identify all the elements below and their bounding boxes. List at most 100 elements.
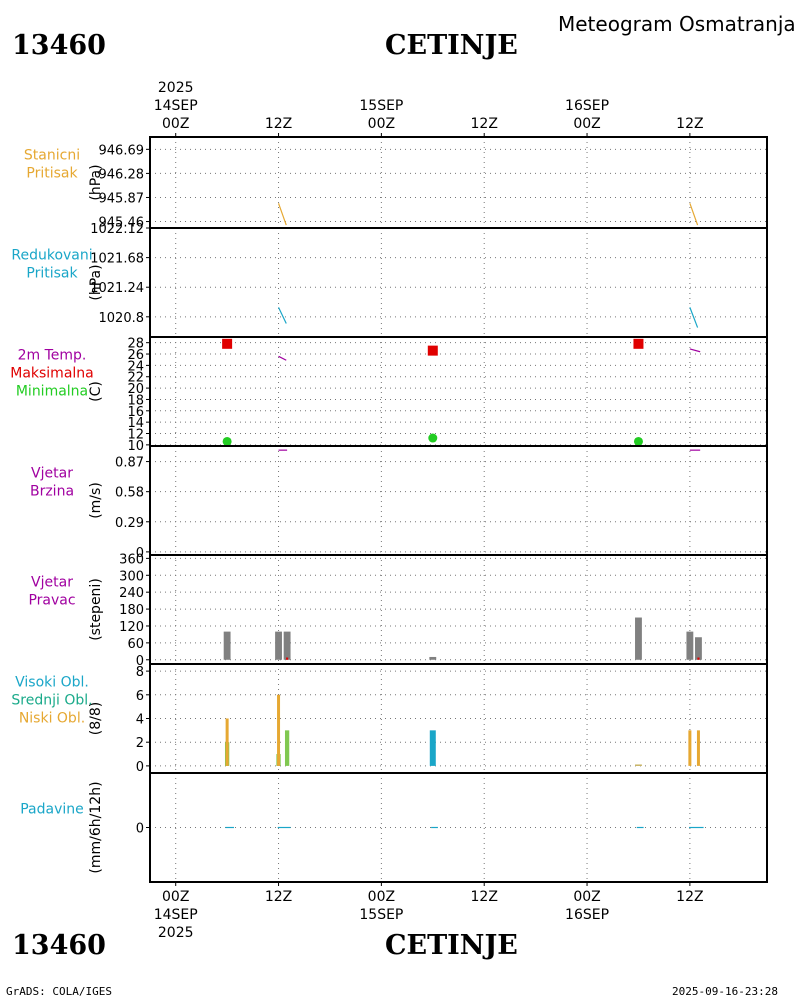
data-bar — [635, 617, 642, 660]
data-segment — [278, 355, 287, 361]
data-bar — [686, 631, 694, 660]
data-bar — [283, 631, 291, 660]
panel-label: Niski Obl. — [19, 711, 85, 727]
panel-label: Padavine — [20, 802, 84, 818]
x-hour-label-bottom: 00Z — [162, 889, 189, 905]
data-bar — [635, 764, 642, 766]
chart-title: Meteogram Osmatranja — [558, 12, 796, 36]
y-tick-label: 0 — [136, 546, 144, 561]
panel-label: Minimalna — [16, 384, 88, 400]
unit-label: (hPa) — [88, 264, 104, 300]
y-tick-label: 12 — [127, 428, 144, 443]
data-bar — [696, 730, 700, 766]
panel-oblaci — [146, 663, 768, 774]
data-bar — [286, 657, 289, 660]
panel-frame — [149, 772, 768, 883]
y-tick-label: 360 — [119, 552, 144, 567]
panel-label: 2m Temp. — [18, 348, 87, 364]
x-date-label-bottom: 14SEP — [154, 907, 198, 923]
data-segment — [689, 348, 701, 353]
data-bar — [277, 694, 281, 766]
x-hour-label-bottom: 12Z — [676, 889, 703, 905]
footer-credit: GrADS: COLA/IGES — [6, 985, 112, 998]
x-hour-label-bottom: 00Z — [573, 889, 600, 905]
y-tick-label: 20 — [127, 382, 144, 397]
panel-frame — [149, 663, 768, 774]
y-tick-label: 0.87 — [115, 456, 144, 471]
panel-padavine — [146, 772, 768, 883]
x-hour-label-bottom: 12Z — [471, 889, 498, 905]
x-hour-label-bottom: 12Z — [265, 889, 292, 905]
y-tick-label: 4 — [136, 713, 144, 728]
x-year-label-top: 2025 — [158, 80, 194, 96]
y-tick-label: 2 — [136, 736, 144, 751]
panel-label: Srednji Obl. — [11, 693, 92, 709]
unit-label: (m/s) — [88, 482, 104, 519]
x-year-label-bottom: 2025 — [158, 925, 194, 941]
footer-timestamp: 2025-09-16-23:28 — [672, 985, 778, 998]
x-date-label-top: 16SEP — [565, 98, 609, 114]
x-date-label-bottom: 15SEP — [359, 907, 403, 923]
panel-brzina — [146, 445, 768, 556]
x-date-label-bottom: 16SEP — [565, 907, 609, 923]
panel-label: Visoki Obl. — [15, 675, 89, 691]
data-bar — [275, 631, 282, 660]
y-tick-label: 16 — [127, 405, 144, 420]
data-bar — [697, 657, 700, 660]
y-tick-label: 18 — [127, 393, 144, 408]
y-tick-label: 120 — [119, 620, 144, 635]
data-bar — [688, 730, 692, 766]
panel-temp — [146, 336, 768, 447]
y-tick-label: 180 — [119, 603, 144, 618]
y-tick-label: 14 — [127, 416, 144, 431]
unit-label: (C) — [88, 381, 104, 402]
data-bar — [284, 730, 290, 766]
footer-station-name: CETINJE — [385, 930, 518, 961]
panel-frame — [149, 336, 768, 447]
panel-frame — [149, 554, 768, 665]
y-tick-label: 1021.68 — [90, 252, 144, 267]
data-segment — [278, 307, 287, 324]
x-hour-label-top: 12Z — [265, 116, 292, 132]
y-tick-label: 8 — [136, 665, 144, 680]
panel-frame — [149, 136, 768, 229]
y-tick-label: 0 — [136, 822, 144, 837]
x-date-label-top: 15SEP — [359, 98, 403, 114]
y-tick-label: 0 — [136, 654, 144, 669]
unit-label: (8/8) — [88, 702, 104, 735]
y-tick-label: 1021.24 — [90, 281, 144, 296]
panel-label: Pravac — [28, 593, 75, 609]
tmin-marker — [633, 436, 643, 446]
y-tick-label: 28 — [127, 337, 144, 352]
panel-label: Pritisak — [26, 266, 78, 282]
y-tick-label: 946.69 — [99, 143, 145, 158]
panel-pravac — [146, 554, 768, 665]
y-tick-label: 0 — [136, 760, 144, 775]
footer-station-id: 13460 — [12, 930, 106, 961]
data-bar — [223, 631, 231, 660]
y-tick-label: 22 — [127, 371, 144, 386]
unit-label: (mm/6h/12h) — [88, 781, 104, 873]
y-tick-label: 6 — [136, 689, 144, 704]
x-date-label-top: 14SEP — [154, 98, 198, 114]
x-hour-label-bottom: 00Z — [368, 889, 395, 905]
panel-label: Brzina — [30, 484, 74, 500]
y-tick-label: 0.29 — [115, 516, 144, 531]
data-segment — [689, 203, 699, 226]
panel-label: Vjetar — [31, 466, 73, 482]
y-tick-label: 60 — [127, 637, 144, 652]
data-bar — [429, 730, 436, 766]
x-hour-label-top: 12Z — [471, 116, 498, 132]
panel-label: Vjetar — [31, 575, 73, 591]
y-tick-label: 1020.8 — [99, 311, 145, 326]
y-tick-label: 240 — [119, 586, 144, 601]
x-hour-label-top: 00Z — [162, 116, 189, 132]
panel-label: Pritisak — [26, 166, 78, 182]
y-tick-label: 0.58 — [115, 486, 144, 501]
x-hour-label-top: 00Z — [573, 116, 600, 132]
data-bar — [225, 718, 229, 766]
data-segment — [689, 307, 699, 328]
y-tick-label: 1022.12 — [90, 222, 144, 237]
data-segment — [277, 203, 287, 226]
